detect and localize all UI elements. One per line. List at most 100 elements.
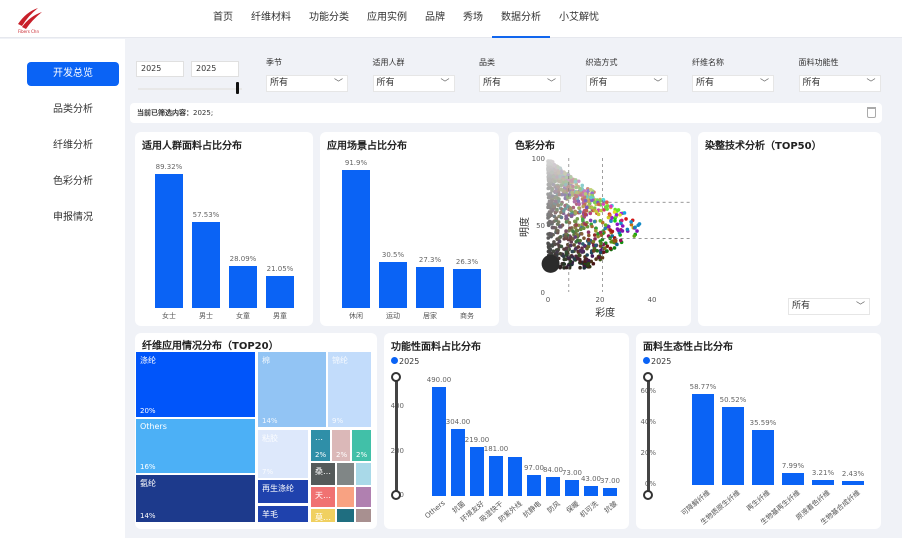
bar[interactable]	[489, 455, 503, 496]
nav-item[interactable]: 纤维材料	[251, 12, 291, 23]
scatter-point	[586, 261, 591, 266]
treemap-tile[interactable]	[355, 486, 372, 508]
scatter-point	[601, 202, 606, 206]
treemap-tile[interactable]: 羊毛	[257, 505, 309, 523]
filter-label: 纤维名称	[692, 58, 724, 67]
treemap-tile[interactable]: 锦纶 9%	[327, 351, 372, 428]
treemap-tile[interactable]: 2%	[351, 429, 372, 462]
treemap-tile[interactable]	[355, 462, 372, 486]
sidebar-item[interactable]: 色彩分析	[53, 176, 93, 187]
scatter-point	[578, 187, 582, 191]
year-to-input[interactable]: 2025	[191, 61, 239, 77]
trash-icon[interactable]	[867, 107, 876, 118]
y-tick: 40%	[636, 418, 656, 426]
bar[interactable]	[565, 479, 579, 496]
zoom-handle[interactable]	[643, 372, 653, 382]
logo[interactable]: Fibers Chn	[12, 4, 48, 34]
nav-item[interactable]: 品牌	[425, 12, 445, 23]
zoom-handle[interactable]	[391, 372, 401, 382]
bar[interactable]	[416, 267, 444, 308]
bar[interactable]	[192, 221, 220, 308]
treemap-tile[interactable]: 粘胶 7%	[257, 429, 309, 479]
filter-select[interactable]: 所有 ﹀	[798, 75, 881, 92]
treemap-tile[interactable]: 棉 14%	[257, 351, 327, 428]
bar[interactable]	[508, 456, 522, 496]
filter-select[interactable]: 所有 ﹀	[585, 75, 668, 92]
legend[interactable]: 2025	[391, 357, 419, 366]
bar[interactable]	[527, 474, 541, 496]
bar[interactable]	[722, 407, 744, 485]
treemap-tile[interactable]: 莫…	[310, 508, 336, 523]
year-slider-handle[interactable]	[236, 82, 239, 94]
bar[interactable]	[451, 428, 465, 496]
chart-title: 色彩分布	[515, 141, 555, 152]
scatter-point	[546, 212, 550, 216]
scatter-point	[558, 235, 563, 239]
treemap-tile[interactable]: 桑…	[310, 462, 336, 486]
scatter-point	[552, 163, 557, 167]
scatter-point	[618, 213, 622, 217]
nav-item[interactable]: 功能分类	[309, 12, 349, 23]
bar[interactable]	[603, 487, 617, 496]
treemap-tile[interactable]: Others 16%	[135, 418, 256, 474]
scatter-point	[566, 255, 571, 260]
sidebar-item[interactable]: 申报情况	[53, 212, 93, 223]
nav-item[interactable]: 秀场	[463, 12, 483, 23]
bar[interactable]	[782, 472, 804, 485]
nav-item[interactable]: 首页	[213, 12, 233, 23]
bar[interactable]	[752, 430, 774, 485]
treemap-tile[interactable]: 涤纶 20%	[135, 351, 256, 418]
treemap-tile[interactable]: 再生涤纶	[257, 479, 309, 504]
scatter-point	[598, 230, 603, 235]
treemap-tile[interactable]	[355, 508, 372, 523]
filter-select[interactable]: 所有 ﹀	[692, 75, 774, 92]
zoom-handle[interactable]	[391, 490, 401, 500]
scatter-point	[556, 171, 561, 175]
bar[interactable]	[546, 477, 560, 496]
treemap-tile[interactable]: … 2%	[310, 429, 331, 462]
zoom-handle[interactable]	[643, 490, 653, 500]
nav-item[interactable]: 数据分析	[492, 0, 550, 38]
treemap-tile[interactable]: 2%	[331, 429, 351, 462]
treemap-tile[interactable]: 天…	[310, 486, 336, 508]
bar[interactable]	[470, 447, 484, 496]
sidebar-item[interactable]: 开发总览	[27, 62, 119, 86]
bar[interactable]	[692, 394, 714, 485]
bar[interactable]	[453, 268, 481, 308]
bar[interactable]	[812, 480, 834, 485]
bar[interactable]	[229, 265, 257, 308]
treemap-tile[interactable]	[336, 508, 355, 523]
bar[interactable]	[342, 170, 370, 308]
scatter-point	[597, 255, 601, 260]
bar[interactable]	[842, 481, 864, 485]
scatter-point	[590, 224, 594, 229]
year-slider-track[interactable]	[138, 88, 242, 90]
scatter-point	[555, 207, 559, 212]
dye-select[interactable]: 所有 ﹀	[788, 298, 870, 315]
category-label: 机可洗	[578, 499, 600, 520]
filter-select[interactable]: 所有 ﹀	[479, 75, 561, 92]
bar[interactable]	[266, 276, 294, 308]
bar[interactable]	[155, 174, 183, 308]
nav-item[interactable]: 小艾解忧	[559, 12, 599, 23]
treemap-tile[interactable]	[336, 462, 355, 486]
zoom-slider[interactable]	[395, 377, 398, 495]
chevron-down-icon: ﹀	[759, 79, 769, 89]
scatter-point	[595, 248, 600, 253]
scatter-point	[562, 189, 567, 193]
year-from-input[interactable]: 2025	[136, 61, 184, 77]
nav-item[interactable]: 应用实例	[367, 12, 407, 23]
bar[interactable]	[432, 387, 446, 496]
bar[interactable]	[584, 486, 598, 496]
filter-value: 所有	[696, 78, 715, 88]
filter-select[interactable]: 所有 ﹀	[266, 75, 348, 92]
filter-select[interactable]: 所有 ﹀	[372, 75, 455, 92]
legend[interactable]: 2025	[643, 357, 671, 366]
bar[interactable]	[379, 262, 407, 308]
zoom-slider[interactable]	[647, 377, 650, 495]
sidebar-item[interactable]: 纤维分析	[53, 140, 93, 151]
sidebar-item[interactable]: 品类分析	[53, 104, 93, 115]
treemap-tile[interactable]: 氨纶 14%	[135, 474, 256, 523]
scatter-point	[624, 217, 628, 221]
treemap-tile[interactable]	[336, 486, 355, 508]
